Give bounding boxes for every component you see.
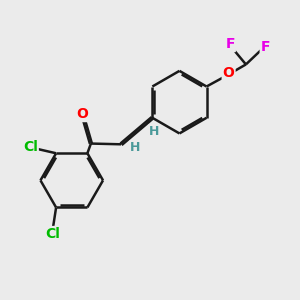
Text: O: O — [223, 65, 235, 80]
Text: F: F — [261, 40, 270, 54]
Text: Cl: Cl — [23, 140, 38, 154]
Text: Cl: Cl — [46, 227, 61, 241]
Text: O: O — [76, 107, 88, 121]
Text: F: F — [225, 37, 235, 51]
Text: H: H — [130, 142, 140, 154]
Text: H: H — [149, 125, 159, 138]
